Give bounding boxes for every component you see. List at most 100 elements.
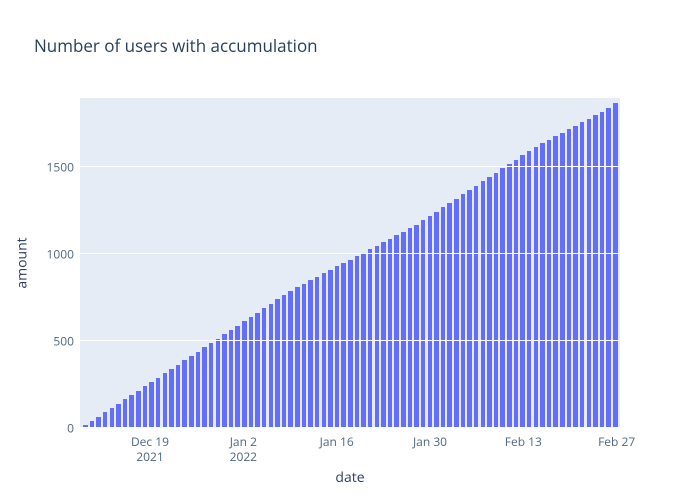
bar [547,140,552,428]
bar [467,190,472,428]
bar [129,395,134,428]
bar-slot [539,98,546,428]
bar [196,352,201,428]
bar-slot [486,98,493,428]
bar [295,287,300,428]
bar-slot [400,98,407,428]
bar [368,249,373,428]
bar [613,103,618,428]
bar-slot [234,98,241,428]
bar-slot [274,98,281,428]
bar [408,228,413,428]
bar-slot [314,98,321,428]
bar-slot [526,98,533,428]
bar-slot [579,98,586,428]
bar-slot [427,98,434,428]
bar-slot [115,98,122,428]
bar-slot [460,98,467,428]
bar-slot [201,98,208,428]
bar-slot [519,98,526,428]
bar [269,304,274,428]
bar [441,207,446,428]
bar [143,386,148,428]
bar-slot [294,98,301,428]
bar [216,339,221,428]
bar-slot [367,98,374,428]
bar-slot [89,98,96,428]
y-tick-label: 0 [67,420,80,437]
bar-slot [552,98,559,428]
bar-slot [354,98,361,428]
bar-slot [605,98,612,428]
bar-slot [374,98,381,428]
bar [315,277,320,428]
bar-slot [301,98,308,428]
bar [156,378,161,428]
bar [580,122,585,428]
bar-slot [559,98,566,428]
bar-slot [82,98,89,428]
bar [553,136,558,428]
bar-slot [208,98,215,428]
y-tick-label: 1000 [47,246,80,263]
y-tick-label: 500 [53,333,80,350]
bar-slot [413,98,420,428]
bar-slot [513,98,520,428]
y-axis-title: amount [13,237,32,288]
bar [487,177,492,428]
bar [262,308,267,428]
gridline-h [80,340,620,341]
bar [507,164,512,428]
bar [163,373,168,428]
bar [322,273,327,428]
bar-slot [407,98,414,428]
x-tick-label: Dec 192021 [131,428,169,464]
users-accumulation-chart: Number of users with accumulation amount… [0,0,700,500]
bar [182,360,187,428]
bar [103,412,108,428]
bar [275,299,280,428]
bar-slot [566,98,573,428]
bar-slot [446,98,453,428]
bar [573,126,578,428]
bar-slot [321,98,328,428]
bar-slot [268,98,275,428]
bar-slot [195,98,202,428]
bar-slot [393,98,400,428]
bar [527,151,532,428]
bar [375,246,380,428]
bar [494,173,499,428]
bar-slot [122,98,129,428]
bar [255,313,260,429]
x-tick-label: Jan 30 [413,428,447,449]
bar [434,212,439,428]
bar-slot [248,98,255,428]
bar-slot [387,98,394,428]
bar [593,115,598,428]
bar [474,186,479,428]
bar-slot [380,98,387,428]
bar-slot [433,98,440,428]
bar-slot [281,98,288,428]
bar-slot [466,98,473,428]
bar-slot [261,98,268,428]
bar [149,382,154,428]
bar-slot [572,98,579,428]
bar [302,284,307,428]
gridline-h [80,166,620,167]
bar [229,330,234,428]
bar [328,270,333,428]
bar [341,263,346,428]
bar [414,225,419,428]
bar-slot [162,98,169,428]
bar-slot [188,98,195,428]
bar-slot [221,98,228,428]
bar-slot [453,98,460,428]
bar-slot [360,98,367,428]
bar [514,160,519,428]
bar [136,391,141,428]
bar [282,295,287,428]
bar [209,343,214,428]
bar [421,220,426,428]
bar-slot [327,98,334,428]
